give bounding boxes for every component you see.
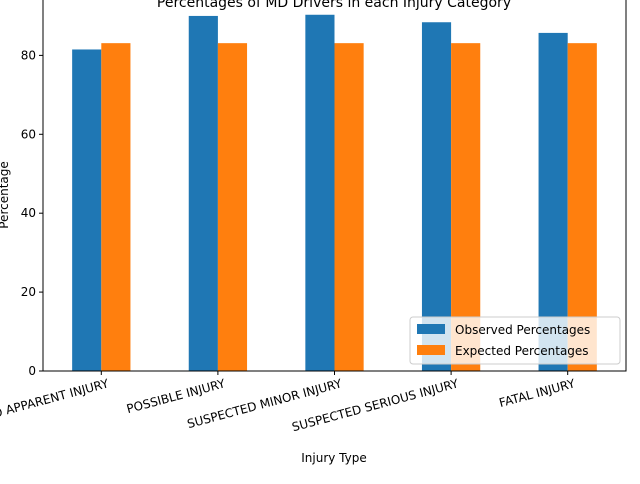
legend-box [409,316,621,365]
y-tick-label: 60 [21,127,36,141]
bar-observed-4 [538,32,568,371]
x-tick-label: FATAL INJURY [498,376,578,410]
y-tick-label: 20 [21,285,36,299]
legend-swatch-expected [417,345,445,355]
x-axis: NO APPARENT INJURY POSSIBLE INJURYSUSPECT… [0,371,577,434]
x-tick-label: NO APPARENT INJURY [0,376,111,423]
y-tick-label: 40 [21,206,36,220]
y-axis-label: Percentage [0,161,11,229]
legend-label-expected: Expected Percentages [455,344,589,358]
y-tick-label: 0 [28,364,36,378]
bar-expected-3 [451,43,481,371]
y-tick-label: 80 [21,48,36,62]
bar-observed-3 [421,22,452,372]
bars-layer [72,14,597,372]
bar-observed-0 [72,49,102,372]
bar-observed-1 [188,15,218,372]
bar-observed-2 [305,14,335,371]
bar-expected-0 [101,43,131,371]
legend-swatch-observed [417,324,445,334]
bar-expected-1 [217,43,248,371]
bar-expected-2 [334,43,364,371]
y-axis: 0 20 40 60 80 [21,48,43,378]
x-axis-label: Injury Type [301,451,367,465]
legend-label-observed: Observed Percentages [455,323,590,337]
legend: Observed Percentages Expected Percentages [409,316,621,365]
chart-title: Percentages of MD Drivers in each Injury… [157,0,511,11]
bar-expected-4 [567,43,597,371]
